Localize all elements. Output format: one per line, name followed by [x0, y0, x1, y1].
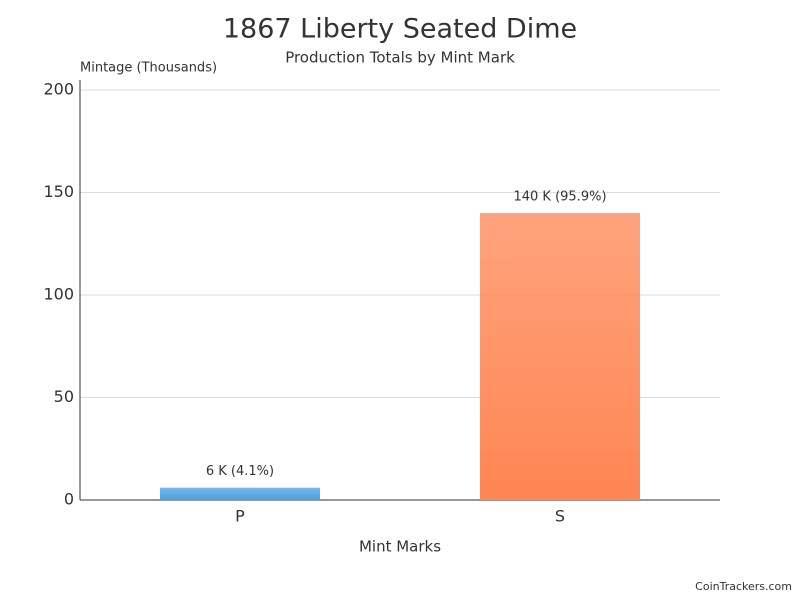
y-tick-label: 50 — [54, 387, 74, 406]
x-tick-label: S — [555, 507, 565, 526]
bar — [160, 487, 320, 500]
x-tick-label: P — [235, 507, 245, 526]
chart-title: 1867 Liberty Seated Dime — [223, 14, 577, 45]
y-tick-label: 0 — [64, 490, 74, 509]
y-tick-label: 100 — [43, 285, 74, 304]
data-label: 140 K (95.9%) — [513, 190, 606, 205]
y-tick-label: 150 — [43, 182, 74, 201]
footer: CoinTrackers.com — [695, 580, 792, 593]
data-label: 6 K (4.1%) — [206, 464, 274, 479]
y-axis-label: Mintage (Thousands) — [80, 61, 217, 76]
bar — [480, 213, 640, 500]
y-tick-label: 200 — [43, 80, 74, 99]
x-axis-label: Mint Marks — [359, 538, 441, 556]
chart-subtitle: Production Totals by Mint Mark — [285, 49, 515, 67]
